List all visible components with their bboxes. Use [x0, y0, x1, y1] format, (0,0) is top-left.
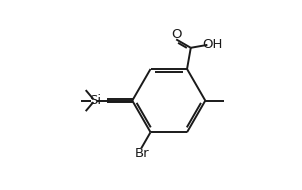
Text: O: O: [171, 28, 182, 41]
Text: Br: Br: [135, 147, 149, 160]
Text: OH: OH: [203, 38, 223, 51]
Text: Si: Si: [89, 94, 101, 107]
